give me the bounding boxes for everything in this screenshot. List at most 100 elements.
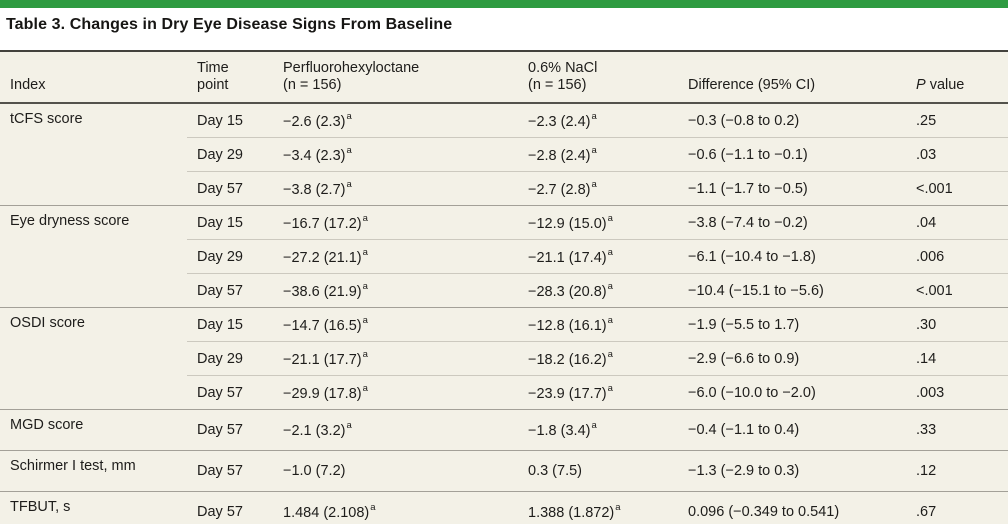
nacl-cell: −28.3 (20.8)a [518, 273, 678, 308]
time-point-cell: Day 57 [187, 375, 273, 410]
dry-eye-signs-table: Index Time point Perfluorohexyloctane (n… [0, 50, 1008, 524]
time-point-cell: Day 57 [187, 450, 273, 492]
index-cell: OSDI score [0, 307, 187, 410]
difference-cell: −1.9 (−5.5 to 1.7) [678, 307, 906, 342]
footnote-marker: a [362, 212, 368, 224]
footnote-marker: a [591, 178, 597, 190]
footnote-marker: a [607, 246, 613, 258]
nacl-cell: −2.7 (2.8)a [518, 171, 678, 206]
difference-cell: −6.1 (−10.4 to −1.8) [678, 239, 906, 274]
difference-cell: −0.6 (−1.1 to −0.1) [678, 137, 906, 172]
nacl-cell: −23.9 (17.7)a [518, 375, 678, 410]
perfluorohexyloctane-cell: −14.7 (16.5)a [273, 307, 518, 342]
footnote-marker: a [370, 502, 376, 514]
perfluorohexyloctane-cell: −3.4 (2.3)a [273, 137, 518, 172]
table-row: MGD score Day 57 −2.1 (3.2)a −1.8 (3.4)a −0.… [0, 409, 1008, 451]
column-header-p-value: P value [906, 51, 1008, 104]
table-body: tCFS score Day 15 −2.6 (2.3)a −2.3 (2.4)a −0… [0, 103, 1008, 524]
footnote-marker: a [591, 110, 597, 122]
p-value-cell: .33 [906, 409, 1008, 451]
nacl-cell: −12.9 (15.0)a [518, 205, 678, 240]
difference-cell: −0.4 (−1.1 to 0.4) [678, 409, 906, 451]
index-cell: MGD score [0, 409, 187, 451]
footnote-marker: a [615, 502, 621, 514]
time-point-cell: Day 29 [187, 137, 273, 172]
index-cell: TFBUT, s [0, 491, 187, 524]
nacl-cell: −21.1 (17.4)a [518, 239, 678, 274]
p-value-cell: .67 [906, 491, 1008, 524]
time-point-cell: Day 57 [187, 409, 273, 451]
p-value-cell: .12 [906, 450, 1008, 492]
time-point-cell: Day 15 [187, 307, 273, 342]
footnote-marker: a [362, 382, 368, 394]
perfluorohexyloctane-cell: 1.484 (2.108)a [273, 491, 518, 524]
table-row: Eye dryness score Day 15 −16.7 (17.2)a −12.… [0, 205, 1008, 308]
perfluorohexyloctane-cell: −16.7 (17.2)a [273, 205, 518, 240]
footnote-marker: a [607, 314, 613, 326]
difference-cell: −3.8 (−7.4 to −0.2) [678, 205, 906, 240]
p-value-cell: .14 [906, 341, 1008, 376]
footnote-marker: a [346, 420, 352, 432]
table-header: Index Time point Perfluorohexyloctane (n… [0, 51, 1008, 104]
nacl-cell: −12.8 (16.1)a [518, 307, 678, 342]
column-header-nacl: 0.6% NaCl (n = 156) [518, 51, 678, 104]
nacl-cell: −18.2 (16.2)a [518, 341, 678, 376]
time-point-cell: Day 29 [187, 239, 273, 274]
difference-cell: −2.9 (−6.6 to 0.9) [678, 341, 906, 376]
time-point-cell: Day 15 [197, 112, 243, 129]
column-header-perfluorohexyloctane: Perfluorohexyloctane (n = 156) [273, 51, 518, 104]
journal-accent-bar [0, 0, 1008, 8]
footnote-marker: a [607, 382, 613, 394]
nacl-cell: −2.3 (2.4)a [528, 110, 597, 130]
difference-cell: −1.1 (−1.7 to −0.5) [678, 171, 906, 206]
footnote-marker: a [346, 178, 352, 190]
footnote-marker: a [362, 246, 368, 258]
table-row: TFBUT, s Day 57 1.484 (2.108)a 1.388 (1.872… [0, 491, 1008, 524]
table-row: OSDI score Day 15 −14.7 (16.5)a −12.8 (16.1… [0, 307, 1008, 410]
column-header-difference: Difference (95% CI) [678, 51, 906, 104]
table-title: Table 3. Changes in Dry Eye Disease Sign… [6, 16, 453, 33]
time-point-cell: Day 29 [187, 341, 273, 376]
column-header-time-point: Time point [187, 51, 273, 104]
table-row: Schirmer I test, mm Day 57 −1.0 (7.2) 0.3 (… [0, 450, 1008, 492]
difference-cell: −1.3 (−2.9 to 0.3) [678, 450, 906, 492]
footnote-marker: a [607, 280, 613, 292]
p-value-cell: .003 [906, 375, 1008, 410]
perfluorohexyloctane-cell: −3.8 (2.7)a [273, 171, 518, 206]
footnote-marker: a [346, 110, 352, 122]
footnote-marker: a [362, 280, 368, 292]
p-value-cell: .006 [906, 239, 1008, 274]
time-point-cell: Day 57 [187, 273, 273, 308]
table-row: tCFS score Day 15 −2.6 (2.3)a −2.3 (2.4)a −0… [0, 103, 1008, 138]
nacl-cell: 1.388 (1.872)a [518, 491, 678, 524]
table-row: Day 57 −38.6 (21.9)a −28.3 (20.8)a −10.4 (−… [0, 273, 1008, 308]
footnote-marker: a [607, 212, 613, 224]
perfluorohexyloctane-cell: −2.1 (3.2)a [273, 409, 518, 451]
perfluorohexyloctane-cell: −29.9 (17.8)a [273, 375, 518, 410]
perfluorohexyloctane-cell: −2.6 (2.3)a [283, 110, 352, 130]
table-row: Day 57 −3.8 (2.7)a −2.7 (2.8)a −1.1 (−1.7 t… [0, 171, 1008, 206]
difference-cell: −0.3 (−0.8 to 0.2) [688, 112, 800, 129]
footnote-marker: a [362, 314, 368, 326]
index-cell: Schirmer I test, mm [0, 450, 187, 492]
nacl-cell: −2.8 (2.4)a [518, 137, 678, 172]
footnote-marker: a [362, 348, 368, 360]
perfluorohexyloctane-cell: −27.2 (21.1)a [273, 239, 518, 274]
time-point-cell: Day 15 [187, 205, 273, 240]
header-row: Index Time point Perfluorohexyloctane (n… [0, 51, 1008, 104]
index-cell: tCFS score [10, 111, 83, 127]
nacl-cell: −1.8 (3.4)a [518, 409, 678, 451]
p-value-cell: .03 [906, 137, 1008, 172]
footnote-marker: a [346, 144, 352, 156]
p-value-cell: <.001 [906, 273, 1008, 308]
table-row: Day 29 −3.4 (2.3)a −2.8 (2.4)a −0.6 (−1.1 t… [0, 137, 1008, 172]
perfluorohexyloctane-cell: −38.6 (21.9)a [273, 273, 518, 308]
p-value-cell: .25 [916, 112, 937, 129]
time-point-cell: Day 57 [187, 491, 273, 524]
time-point-cell: Day 57 [187, 171, 273, 206]
p-value-cell: .04 [906, 205, 1008, 240]
table-row: Day 29 −21.1 (17.7)a −18.2 (16.2)a −2.9 (−6… [0, 341, 1008, 376]
nacl-cell: 0.3 (7.5) [518, 450, 678, 492]
p-value-cell: <.001 [906, 171, 1008, 206]
